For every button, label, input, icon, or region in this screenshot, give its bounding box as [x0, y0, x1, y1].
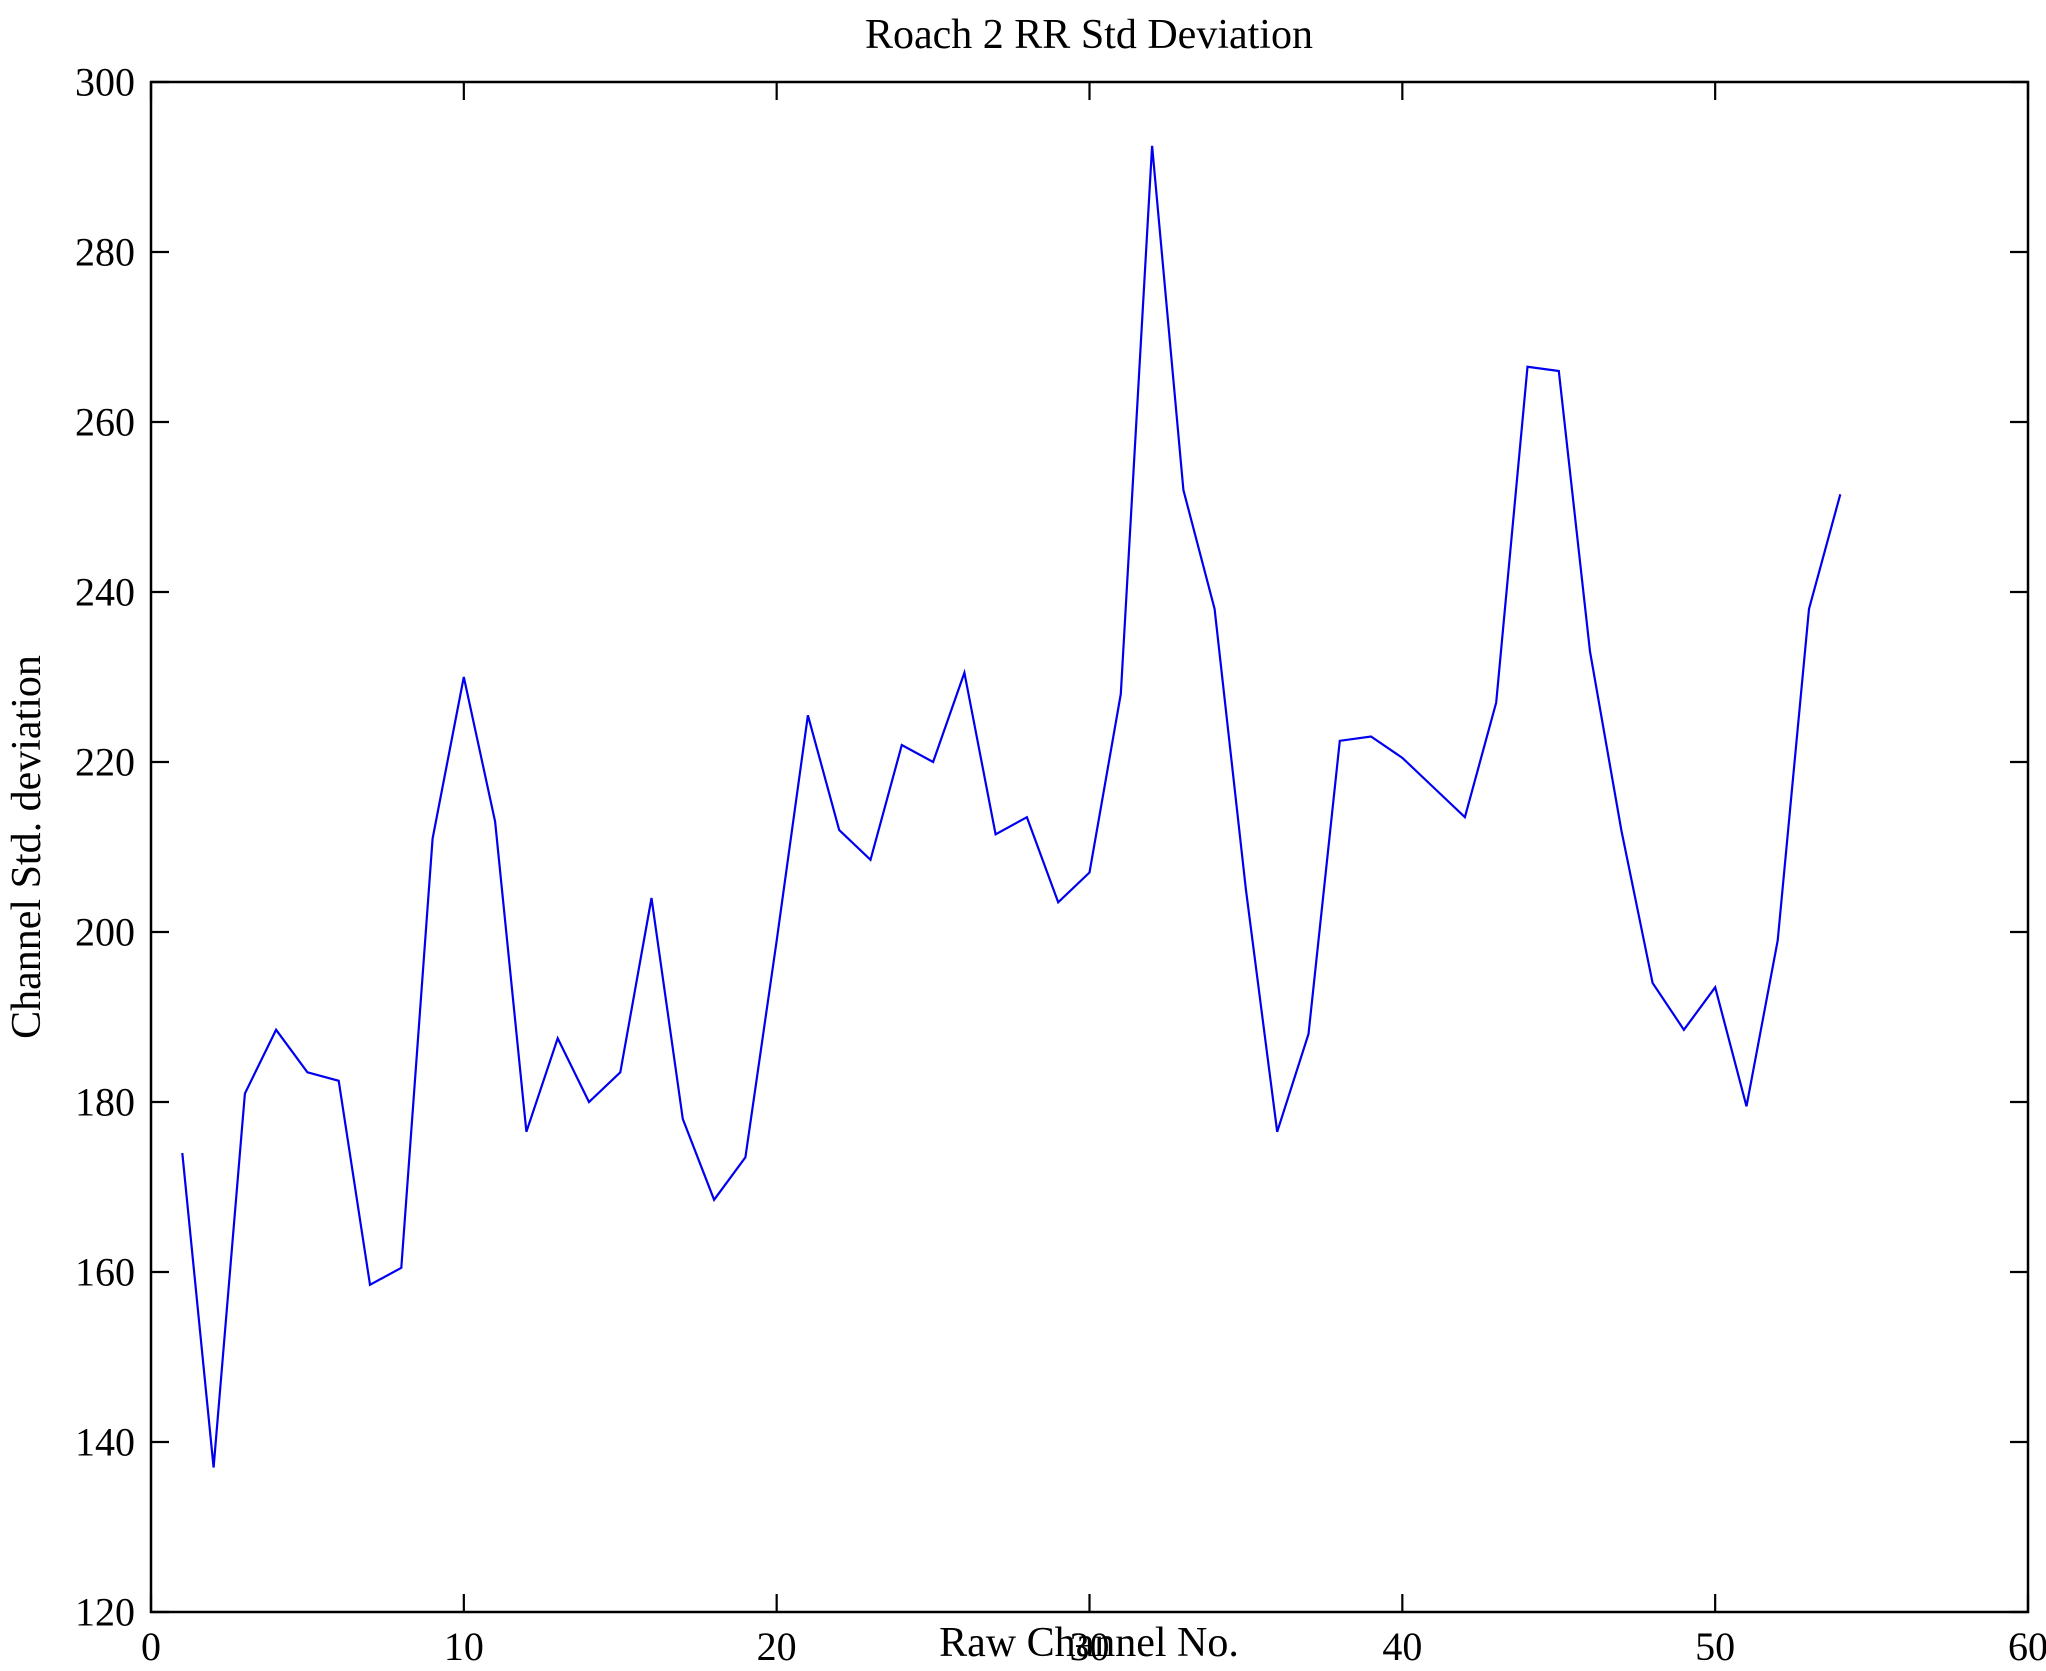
tick-label: 200 [75, 910, 135, 955]
chart-title: Roach 2 RR Std Deviation [865, 12, 1313, 58]
tick-label: 30 [1070, 1624, 1110, 1669]
data-series-line [181, 145, 1842, 1468]
tick-label: 300 [75, 60, 135, 105]
x-axis-label: Raw Channel No. [939, 1620, 1239, 1666]
tick-label: 160 [75, 1250, 135, 1295]
tick-label: 120 [75, 1590, 135, 1635]
tick-label: 40 [1382, 1624, 1422, 1669]
tick-label: 240 [75, 570, 135, 615]
plot-border [149, 80, 2030, 1614]
tick-label: 140 [75, 1420, 135, 1465]
tick-label: 280 [75, 230, 135, 275]
y-axis-tick-labels: 120 140 160 180 200 220 240 260 280 300 [75, 60, 135, 1635]
tick-label: 0 [141, 1624, 161, 1669]
tick-label: 50 [1695, 1624, 1735, 1669]
tick-label: 20 [757, 1624, 797, 1669]
plot-background [151, 82, 2028, 1612]
tick-label: 180 [75, 1080, 135, 1125]
tick-label: 220 [75, 740, 135, 785]
tick-label: 260 [75, 400, 135, 445]
y-axis-label: Channel Std. deviation [4, 655, 50, 1039]
tick-label: 10 [444, 1624, 484, 1669]
x-axis-tick-labels: 0 10 20 30 40 50 60 [141, 1624, 2046, 1669]
tick-label: 60 [2008, 1624, 2046, 1669]
